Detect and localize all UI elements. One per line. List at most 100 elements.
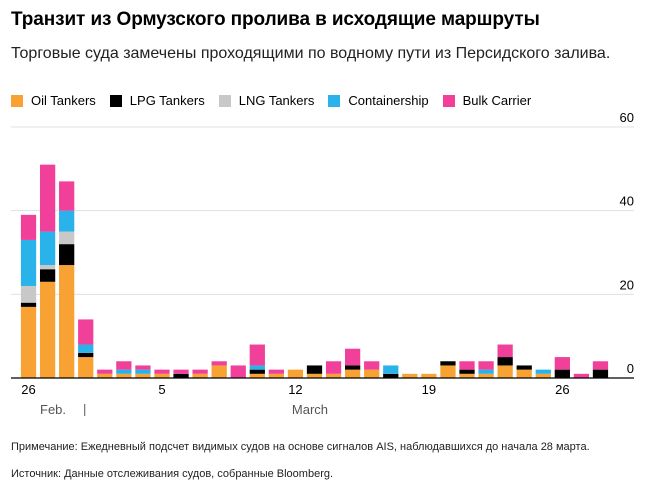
bar-segment-lpg <box>78 352 94 358</box>
bar-segment-oil <box>211 365 227 378</box>
legend: Oil Tankers LPG Tankers LNG Tankers Contain… <box>11 93 545 108</box>
bar-segment-bulk <box>459 361 475 370</box>
bar-segment-bulk <box>39 164 56 232</box>
bar-segment-oil <box>192 373 208 378</box>
bar-segment-container <box>39 231 56 266</box>
bar-segment-oil <box>287 369 304 378</box>
chart-subtitle: Торговые суда замечены проходящими по во… <box>11 45 611 62</box>
legend-label-bulk: Bulk Carrier <box>462 93 532 108</box>
bar-segment-bulk <box>325 361 342 374</box>
bar-segment-oil <box>478 373 494 378</box>
bar-segment-oil <box>364 369 380 378</box>
bar-segment-bulk <box>154 369 170 374</box>
bar-segment-lpg <box>516 365 532 370</box>
bar-segment-lpg <box>20 302 37 307</box>
bar-segment-lpg <box>345 365 361 370</box>
bar-segment-bulk <box>97 369 113 374</box>
bar-segment-container <box>20 239 37 286</box>
bar-segment-lpg <box>459 369 475 374</box>
bar-segment-bulk <box>135 365 151 370</box>
legend-item-lpg: LPG Tankers <box>109 93 205 108</box>
bar-segment-oil <box>345 369 361 378</box>
bar-segment-bulk <box>59 181 75 211</box>
bar-segment-container <box>249 365 265 370</box>
chart-source: Источник: Данные отслеживания судов, соб… <box>11 468 334 480</box>
bar-segment-oil <box>135 373 151 378</box>
bar-segment-oil <box>421 373 437 378</box>
bar-segment-container <box>78 344 94 353</box>
bar-segment-oil <box>20 306 37 378</box>
bar-segment-lpg <box>383 373 399 378</box>
bar-segment-bulk <box>211 361 227 366</box>
bar-segment-oil <box>459 373 475 378</box>
bar-segment-oil <box>154 373 170 378</box>
bar-segment-oil <box>535 373 551 378</box>
y-tick-label: 0 <box>627 361 634 376</box>
bar-segment-container <box>535 369 551 374</box>
bar-segment-bulk <box>20 214 37 240</box>
y-tick-label: 20 <box>620 277 634 292</box>
bar-segment-container <box>478 369 494 374</box>
x-month-label: Feb. <box>40 402 66 417</box>
legend-swatch-container <box>328 94 341 107</box>
bar-segment-lng <box>59 231 75 245</box>
legend-item-lng: LNG Tankers <box>218 93 315 108</box>
bar-segment-oil <box>249 373 265 378</box>
bar-segment-lng <box>20 285 37 303</box>
bar-segment-lpg <box>554 369 570 378</box>
bar-segment-oil <box>497 365 513 378</box>
x-tick-label: 26 <box>21 382 35 397</box>
bar-segment-oil <box>97 373 113 378</box>
bar-segment-bulk <box>192 369 208 374</box>
bar-segment-bulk <box>554 357 570 370</box>
bar-segment-container <box>383 365 399 374</box>
legend-label-lng: LNG Tankers <box>238 93 315 108</box>
bar-segment-lpg <box>39 269 56 282</box>
bar-segment-oil <box>325 373 342 378</box>
bar-segment-oil <box>116 373 132 378</box>
legend-swatch-oil <box>11 94 23 107</box>
y-tick-label: 40 <box>620 194 634 209</box>
bar-segment-oil <box>39 281 56 378</box>
bar-segment-container <box>135 369 151 374</box>
x-tick-label: 12 <box>288 382 302 397</box>
chart-title: Транзит из Ормузского пролива в исходящи… <box>11 9 540 30</box>
bar-segment-oil <box>59 265 75 378</box>
chart-area: 0 20 40 60 26 5 12 19 26 Feb. March <box>11 110 634 417</box>
bar-segment-bulk <box>116 361 132 370</box>
y-tick-label: 60 <box>620 110 634 125</box>
bar-segment-container <box>59 210 75 232</box>
bar-segment-oil <box>440 365 456 378</box>
bar-segment-oil <box>268 373 284 378</box>
x-tick-label: 5 <box>158 382 165 397</box>
bar-segment-bulk <box>364 361 380 370</box>
x-month-label: March <box>292 402 328 417</box>
bar-segment-bulk <box>592 361 609 370</box>
legend-item-oil: Oil Tankers <box>11 93 96 108</box>
x-tick-label: 26 <box>555 382 569 397</box>
legend-swatch-lpg <box>109 94 122 107</box>
bar-segment-bulk <box>478 361 494 370</box>
bar-segment-lpg <box>173 373 189 378</box>
bar-segment-container <box>116 369 132 374</box>
bar-segment-bulk <box>268 369 284 374</box>
bar-segment-bulk <box>249 344 265 366</box>
legend-label-container: Containership <box>348 93 429 108</box>
x-tick-label: 19 <box>422 382 436 397</box>
legend-label-oil: Oil Tankers <box>31 93 96 108</box>
legend-swatch-bulk <box>442 94 455 107</box>
bar-segment-lpg <box>249 369 265 374</box>
bar-segment-bulk <box>345 348 361 366</box>
legend-item-container: Containership <box>328 93 429 108</box>
bar-segment-lpg <box>306 365 323 374</box>
legend-swatch-lng <box>218 94 231 107</box>
bar-segment-lpg <box>440 361 456 366</box>
bar-segment-lpg <box>592 369 609 378</box>
bar-segment-bulk <box>173 369 189 374</box>
bar-segment-lng <box>39 265 56 270</box>
bar-segment-oil <box>306 373 323 378</box>
bar-segment-bulk <box>230 365 246 378</box>
bar-segment-bulk <box>573 373 590 378</box>
bar-segment-lpg <box>59 244 75 266</box>
bar-segment-lpg <box>497 357 513 366</box>
